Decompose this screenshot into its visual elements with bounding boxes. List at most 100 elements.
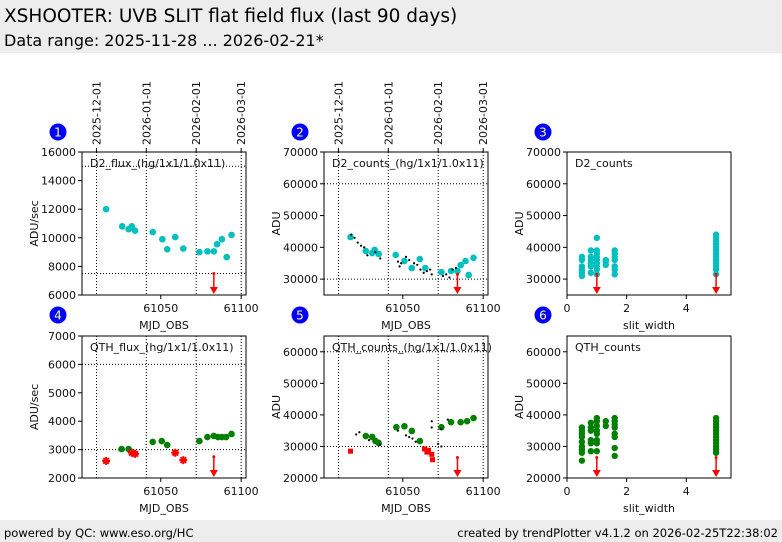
data-point <box>593 234 601 241</box>
chart-panel-1: 1 2025-12-01 2026-01-01 2026-02-01 2026-03-0… <box>28 81 259 332</box>
data-point <box>118 445 125 453</box>
outlier-point <box>131 449 140 458</box>
data-point <box>362 432 370 440</box>
panel-number: 2 <box>296 126 304 140</box>
panel-number-badge <box>49 306 67 324</box>
top-tick-label: 2026-01-01 <box>140 81 153 145</box>
data-point-small <box>398 265 401 268</box>
data-point-small <box>429 268 432 271</box>
data-point <box>587 253 595 261</box>
data-point <box>375 250 382 258</box>
arrow-origin <box>714 455 718 459</box>
data-point-small <box>416 263 419 266</box>
data-point <box>158 437 166 445</box>
data-point-small <box>454 266 457 270</box>
y-tick-label: 20000 <box>283 472 318 485</box>
y-tick-label: 30000 <box>283 440 318 453</box>
y-tick-label: 4000 <box>48 415 76 428</box>
data-point-small <box>359 244 363 247</box>
data-point-small <box>430 420 433 423</box>
x-tick-label: 61050 <box>385 485 420 498</box>
data-point <box>204 433 211 441</box>
data-point <box>408 264 416 272</box>
x-axis-label: slit_width <box>623 502 675 515</box>
y-tick-label: 50000 <box>526 210 561 223</box>
panel-title: D2_flux_(hg/1x1/1.0x11) <box>90 157 225 170</box>
panel-number: 3 <box>539 126 547 140</box>
data-point <box>593 447 601 455</box>
data-point-small <box>419 268 422 271</box>
data-point <box>587 247 595 254</box>
data-point <box>457 418 464 426</box>
data-point-small <box>414 440 417 443</box>
plot-frame <box>81 335 247 479</box>
arrow-origin <box>714 272 718 276</box>
data-point <box>213 240 221 248</box>
y-tick-label: 60000 <box>526 178 561 191</box>
outlier-point <box>127 448 136 457</box>
y-tick-label: 60000 <box>283 178 318 191</box>
y-tick-label: 2000 <box>48 472 76 485</box>
y-tick-label: 12000 <box>41 203 76 216</box>
data-point-small <box>441 274 445 278</box>
x-axis-label: MJD_OBS <box>381 319 431 332</box>
y-axis-label: ADU <box>513 395 526 419</box>
data-point <box>204 248 211 255</box>
data-point <box>362 247 370 255</box>
y-tick-label: 50000 <box>526 377 561 390</box>
data-point <box>587 436 595 444</box>
plot-frame <box>566 335 732 479</box>
data-point <box>179 245 187 252</box>
data-point <box>421 264 429 272</box>
data-range: Data range: 2025-11-28 ... 2026-02-21* <box>4 31 324 50</box>
data-point <box>587 424 595 431</box>
data-point-small <box>440 427 443 431</box>
chart-panel-2: 2 2025-12-01 2026-01-01 2026-02-01 2026-03-0… <box>270 81 501 332</box>
y-tick-label: 30000 <box>283 273 318 286</box>
y-tick-label: 7000 <box>48 330 76 343</box>
data-point-small <box>404 434 408 437</box>
data-point-small <box>400 262 403 265</box>
arrow-origin <box>455 455 459 459</box>
arrow-origin <box>595 455 599 459</box>
y-tick-label: 6000 <box>48 358 76 371</box>
data-point <box>578 253 586 261</box>
data-point <box>163 245 171 253</box>
y-tick-label: 60000 <box>283 346 318 359</box>
data-point <box>347 233 354 241</box>
data-point <box>401 422 408 430</box>
data-point <box>587 447 595 455</box>
data-point <box>470 414 477 422</box>
data-point <box>131 227 139 234</box>
data-point <box>149 438 157 446</box>
arrow-head <box>209 470 218 477</box>
data-point <box>602 422 609 430</box>
panel-number: 4 <box>54 309 62 323</box>
arrow-head <box>453 470 462 477</box>
x-tick-label: 61050 <box>143 302 178 315</box>
footer-credit: powered by QC: www.eso.org/HC <box>4 526 194 540</box>
plot-frame <box>81 151 247 296</box>
x-tick-label: 61100 <box>224 302 259 315</box>
x-tick-label: 61050 <box>385 302 420 315</box>
y-axis-label: ADU <box>270 211 283 235</box>
plot-frame <box>566 151 732 296</box>
outlier-point <box>426 447 432 453</box>
data-point-small <box>363 246 366 249</box>
data-point <box>611 430 618 438</box>
y-tick-label: 8000 <box>48 260 76 273</box>
panel-number-badge <box>291 306 309 324</box>
data-point-small <box>366 254 369 257</box>
outlier-point <box>430 457 436 463</box>
arrow-head <box>712 287 721 294</box>
data-point <box>401 257 408 265</box>
x-tick-label: 0 <box>564 302 571 315</box>
y-tick-label: 20000 <box>526 472 561 485</box>
panel-title: QTH_counts <box>575 341 641 354</box>
top-tick-label: 2026-02-01 <box>432 81 445 145</box>
arrow-head <box>453 287 462 294</box>
chart-panel-3: 3 30000 40000 50000 60000 70000 0 2 4 slit_width A… <box>513 123 732 332</box>
data-point <box>593 414 601 422</box>
data-point <box>611 263 618 270</box>
x-tick-label: 0 <box>564 485 571 498</box>
